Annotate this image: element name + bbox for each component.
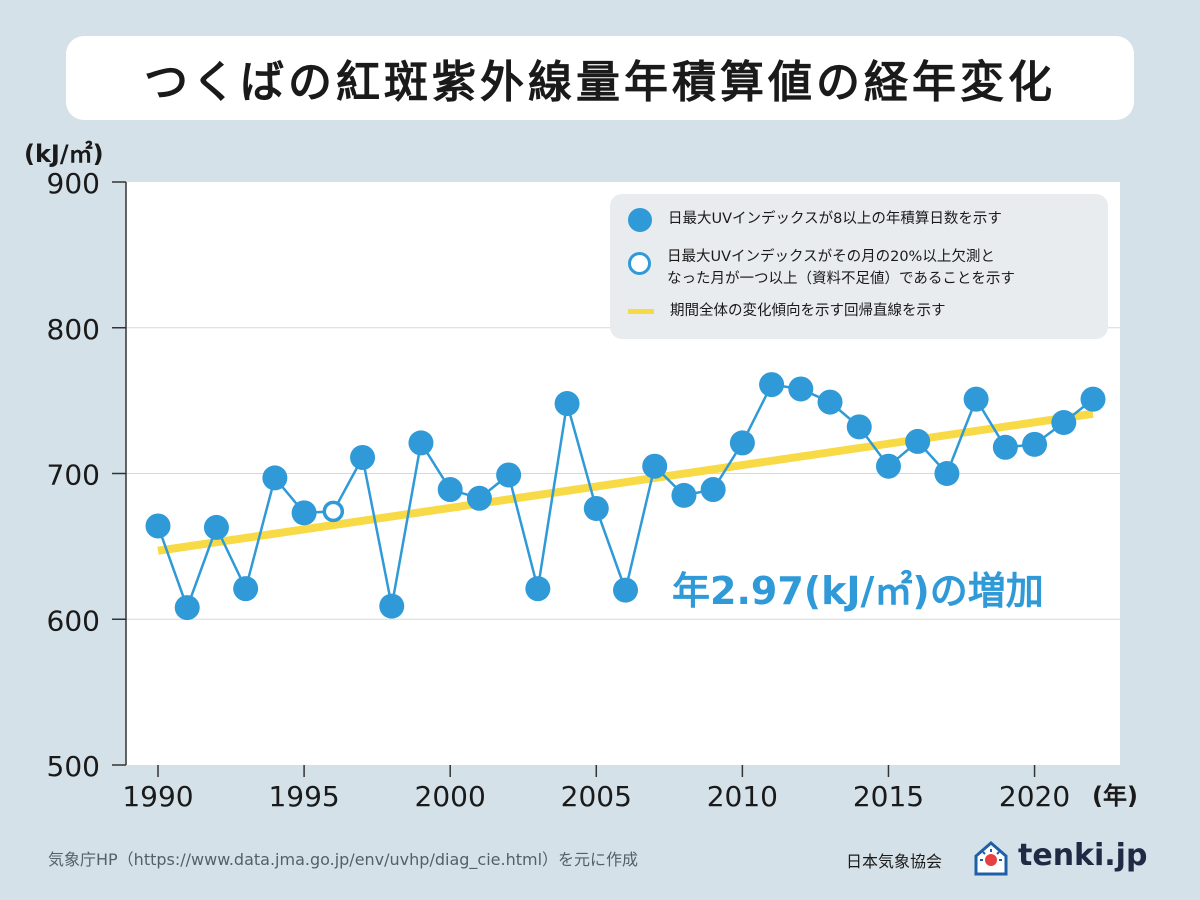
- data-point: [671, 482, 697, 508]
- data-point: [992, 434, 1018, 460]
- source-note: 気象庁HP（https://www.data.jma.go.jp/env/uvh…: [48, 850, 639, 869]
- y-tick-label: 500: [47, 750, 100, 783]
- data-point: [437, 477, 463, 503]
- trend-line: [157, 409, 1094, 555]
- data-point: [905, 428, 931, 454]
- data-point: [145, 513, 171, 539]
- y-tick-label: 900: [47, 167, 100, 200]
- increase-annotation: 年2.97(kJ/㎡)の増加: [672, 569, 1044, 613]
- legend-label: 日最大UVインデックスが8以上の年積算日数を示す: [668, 211, 1002, 227]
- data-point: [525, 576, 551, 602]
- data-point: [875, 453, 901, 479]
- legend: 日最大UVインデックスが8以上の年積算日数を示す 日最大UVインデックスがその月…: [610, 194, 1108, 339]
- x-axis-unit: (年): [1092, 782, 1138, 810]
- x-tick-label: 1990: [122, 780, 193, 813]
- data-point: [1051, 409, 1077, 435]
- legend-item-filled: 日最大UVインデックスが8以上の年積算日数を示す: [628, 208, 1002, 232]
- data-point: [729, 430, 755, 456]
- data-point: [379, 593, 405, 619]
- data-point: [291, 500, 317, 526]
- data-point: [817, 389, 843, 415]
- data-point: [1080, 386, 1106, 412]
- data-point: [408, 430, 434, 456]
- legend-label: 期間全体の変化傾向を示す回帰直線を示す: [670, 303, 946, 319]
- credit-text: 日本気象協会: [846, 852, 943, 871]
- x-tick-label: 2010: [707, 780, 778, 813]
- house-sun-icon: [974, 841, 1008, 876]
- data-point: [350, 444, 376, 470]
- data-point: [642, 453, 668, 479]
- data-point: [203, 514, 229, 540]
- x-tick-label: 2000: [415, 780, 486, 813]
- x-tick-label: 1995: [268, 780, 339, 813]
- data-point: [963, 386, 989, 412]
- legend-item-open: 日最大UVインデックスがその月の20%以上欠測と なった月が一つ以上（資料不足値…: [628, 246, 1015, 290]
- open-circle-icon: [628, 252, 651, 275]
- data-point: [700, 477, 726, 503]
- data-point: [496, 462, 522, 488]
- data-point: [1022, 431, 1048, 457]
- data-point: [583, 495, 609, 521]
- data-point: [466, 485, 492, 511]
- x-tick-label: 2015: [853, 780, 924, 813]
- title-box: つくばの紅斑紫外線量年積算値の経年変化: [66, 36, 1134, 120]
- trend-line-icon: [628, 309, 654, 314]
- data-point: [262, 465, 288, 491]
- data-point: [613, 577, 638, 603]
- logo-text: tenki.jp: [1018, 838, 1148, 873]
- data-point: [174, 595, 200, 621]
- y-tick-label: 700: [47, 459, 100, 492]
- data-point: [554, 391, 580, 417]
- data-point-open: [322, 500, 345, 523]
- data-point: [846, 414, 872, 440]
- legend-item-trend: 期間全体の変化傾向を示す回帰直線を示す: [628, 300, 946, 322]
- data-point: [233, 576, 259, 602]
- x-tick-label: 2005: [561, 780, 632, 813]
- y-tick-label: 800: [47, 313, 100, 346]
- y-axis-unit: (kJ/㎡): [24, 140, 104, 168]
- filled-circle-icon: [628, 208, 652, 232]
- data-point: [788, 376, 814, 402]
- y-tick-label: 600: [47, 604, 100, 637]
- chart-title: つくばの紅斑紫外線量年積算値の経年変化: [144, 57, 1056, 108]
- x-tick-label: 2020: [999, 780, 1070, 813]
- data-point: [934, 461, 960, 486]
- legend-label: 日最大UVインデックスがその月の20%以上欠測と なった月が一つ以上（資料不足値…: [667, 249, 1015, 287]
- data-point: [759, 372, 785, 398]
